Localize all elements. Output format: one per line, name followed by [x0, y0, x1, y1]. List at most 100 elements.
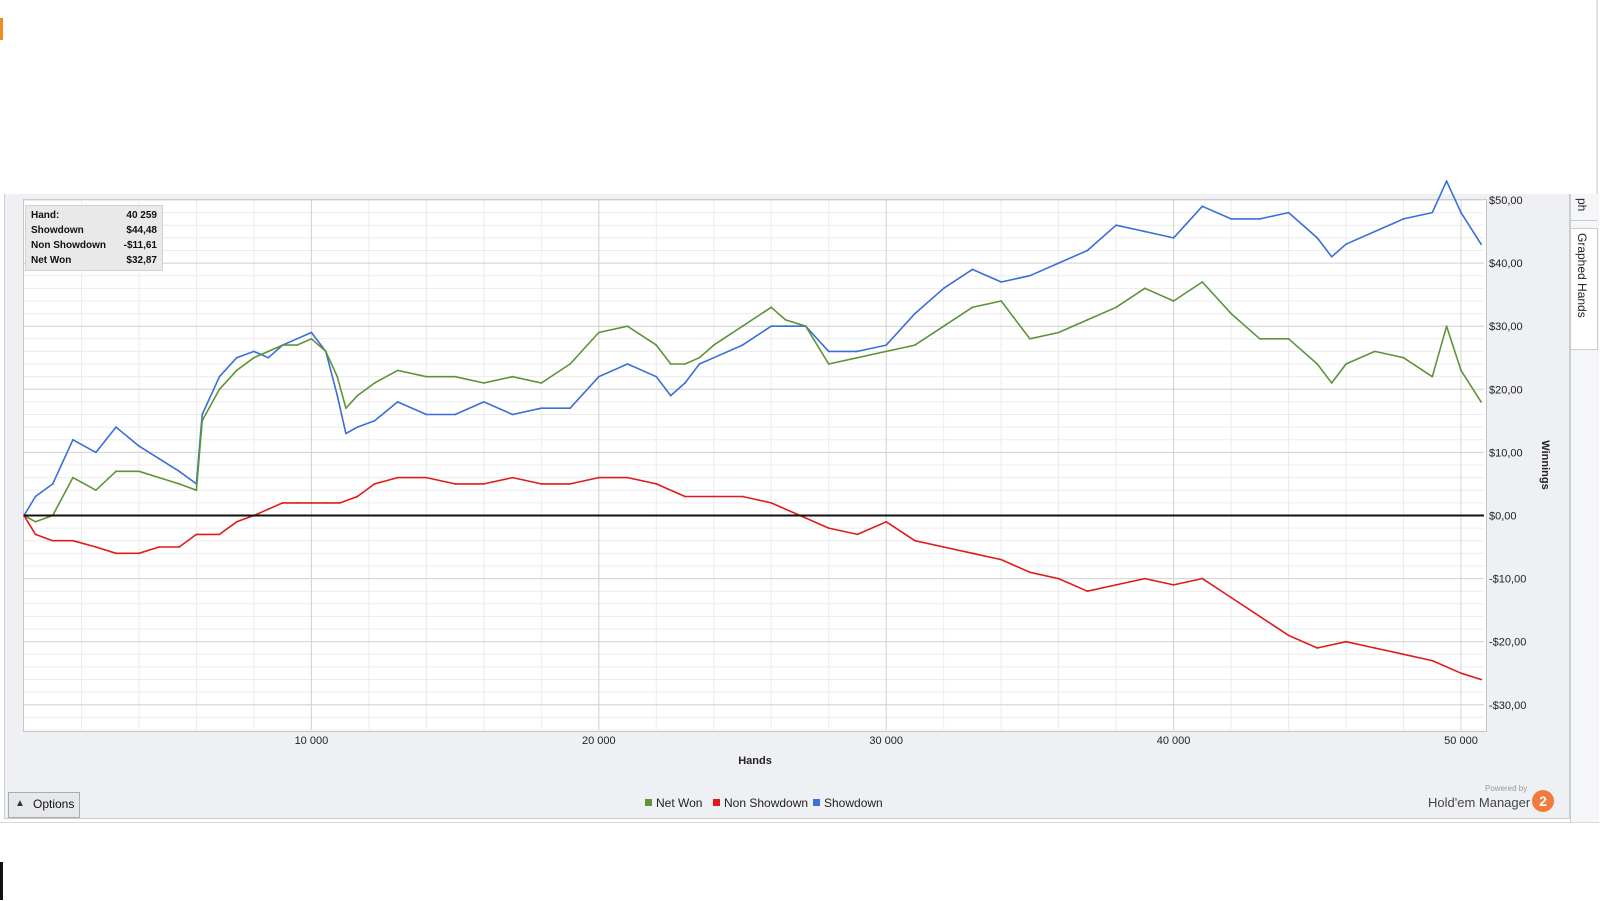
data-point: [1057, 577, 1060, 580]
data-point: [336, 394, 339, 397]
y-axis-title: Winnings: [1539, 440, 1551, 489]
data-point: [51, 539, 54, 542]
data-point: [51, 483, 54, 485]
data-point: [942, 325, 945, 328]
data-point: [138, 445, 140, 447]
data-point: [310, 331, 313, 334]
data-point: [1373, 647, 1376, 649]
data-point: [1287, 211, 1290, 214]
options-button[interactable]: ▲ Options: [8, 792, 80, 818]
data-point: [1480, 678, 1483, 681]
data-point: [804, 325, 807, 328]
data-point: [698, 356, 701, 359]
data-point: [1480, 401, 1483, 403]
y-tick-label: $0,00: [1489, 510, 1517, 522]
data-point: [1029, 571, 1031, 574]
data-point: [34, 520, 37, 523]
major-gridlines: [24, 199, 1484, 730]
data-point: [94, 451, 97, 454]
bottom-blank-area: [0, 822, 1600, 901]
data-point: [942, 287, 945, 290]
data-point: [235, 369, 238, 372]
brand-block: Powered by Hold'em Manager 2: [1420, 784, 1554, 816]
data-point: [324, 350, 327, 353]
data-point: [597, 476, 600, 479]
data-point: [511, 413, 514, 416]
y-tick-label: $10,00: [1489, 447, 1523, 459]
data-point: [942, 546, 945, 548]
data-point: [1201, 205, 1204, 208]
data-point: [1000, 281, 1003, 283]
data-point: [1373, 350, 1376, 353]
data-point: [1230, 312, 1232, 315]
data-point: [1143, 230, 1146, 233]
expand-up-icon: ▲: [15, 798, 25, 809]
data-point: [540, 483, 543, 485]
tab-graphed-hands[interactable]: Graphed Hands: [1571, 228, 1598, 350]
data-point: [885, 344, 888, 347]
data-point: [626, 325, 629, 328]
data-point: [158, 457, 160, 460]
data-point: [1258, 218, 1261, 220]
data-point: [1172, 300, 1175, 302]
data-point: [511, 375, 514, 378]
data-point: [540, 382, 543, 384]
data-point: [296, 337, 298, 340]
x-tick-label: 40 000: [1157, 735, 1191, 747]
data-point: [1230, 596, 1232, 599]
data-point: [885, 350, 888, 353]
data-point: [1316, 363, 1319, 365]
tooltip-label: Showdown: [31, 225, 84, 236]
data-point: [1431, 659, 1434, 662]
data-point: [1345, 640, 1347, 643]
y-tick-label: -$30,00: [1489, 700, 1526, 712]
legend-item-non-showdown[interactable]: Non Showdown: [713, 796, 808, 810]
data-point: [178, 470, 181, 473]
data-point: [770, 325, 773, 328]
data-point: [1345, 243, 1347, 246]
data-point: [71, 476, 74, 479]
data-point: [1402, 356, 1405, 359]
data-point: [770, 501, 773, 504]
series-showdown: [23, 180, 1483, 517]
data-point: [1086, 318, 1089, 321]
tab-label: ph: [1575, 198, 1589, 212]
tooltip-row-net-won: Net Won $32,87: [31, 253, 157, 268]
data-point: [253, 356, 255, 359]
data-point: [281, 501, 284, 504]
data-point: [356, 394, 359, 397]
tooltip-value: $44,48: [126, 225, 157, 236]
data-point: [1431, 211, 1434, 214]
tooltip-value: 40 259: [126, 210, 157, 221]
data-point: [569, 483, 571, 485]
data-point: [115, 552, 117, 555]
data-point: [684, 363, 686, 365]
data-point: [669, 363, 672, 365]
y-tick-label: $30,00: [1489, 321, 1523, 333]
data-point: [195, 533, 198, 536]
data-point: [454, 483, 457, 485]
minor-gridlines: [24, 199, 1484, 731]
legend-label: Showdown: [824, 796, 883, 810]
legend-item-net-won[interactable]: Net Won: [645, 796, 702, 810]
data-point: [218, 388, 221, 391]
data-point: [1029, 337, 1031, 340]
data-point: [1172, 583, 1175, 586]
data-point: [1258, 337, 1261, 340]
data-point: [712, 495, 715, 498]
axis-layer: $50,00 $40,00 $30,00 $20,00 $10,00 $0,00 -$10,…: [24, 195, 1551, 767]
legend-item-showdown[interactable]: Showdown: [813, 796, 883, 810]
tab-graph-collapsed[interactable]: ph: [1571, 194, 1597, 221]
data-point: [482, 401, 485, 403]
data-point: [971, 306, 974, 309]
data-point: [138, 552, 140, 555]
tab-label: Graphed Hands: [1575, 233, 1589, 318]
x-tick-label: 10 000: [295, 735, 329, 747]
data-point: [1373, 230, 1376, 233]
data-point: [253, 350, 255, 353]
data-point: [115, 426, 117, 429]
legend-swatch: [813, 799, 820, 806]
data-point: [1115, 583, 1118, 586]
series-line: [23, 476, 1482, 681]
tooltip-value: $32,87: [126, 255, 157, 266]
